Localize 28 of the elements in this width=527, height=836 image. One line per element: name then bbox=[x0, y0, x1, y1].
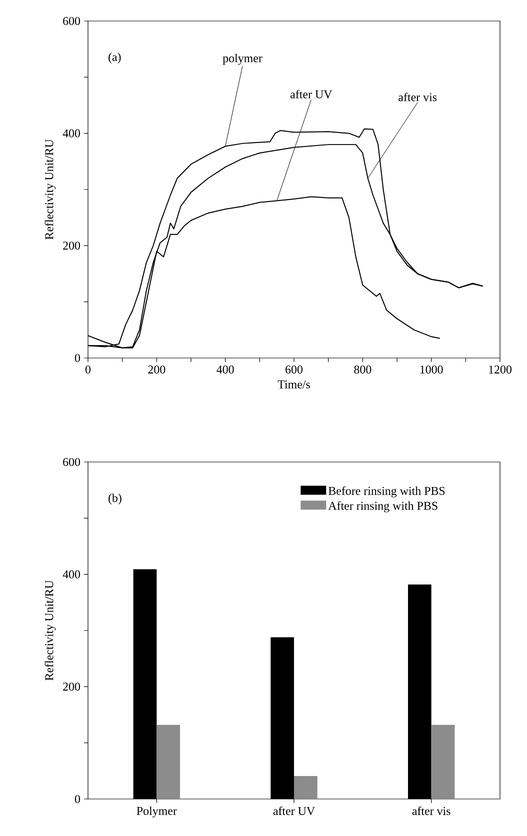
annotation: (b) bbox=[108, 494, 122, 504]
y-tick-label: 200 bbox=[63, 242, 80, 250]
y-tick-label: 400 bbox=[62, 129, 80, 138]
legend-label: Before rinsing with PBS bbox=[328, 486, 445, 498]
x-axis-title: Time/s bbox=[278, 380, 310, 388]
y-tick-label: 600 bbox=[63, 16, 80, 26]
y-tick-label: 200 bbox=[63, 682, 80, 691]
y-axis-title: Reflectivity Unit/RU bbox=[44, 139, 56, 240]
x-tick-label: 600 bbox=[286, 366, 303, 374]
x-tick-label: after UV bbox=[273, 806, 315, 816]
y-tick-label: 600 bbox=[63, 458, 80, 466]
x-tick-label: 200 bbox=[148, 366, 166, 374]
text: polymer bbox=[222, 54, 262, 65]
text: after UV bbox=[290, 90, 332, 98]
y-tick-label: 0 bbox=[74, 354, 80, 362]
x-tick-label: 1200 bbox=[489, 366, 512, 374]
x-tick-label: Polymer bbox=[136, 806, 177, 818]
x-tick-label: 0 bbox=[85, 366, 91, 374]
x-tick-label: 1000 bbox=[420, 366, 443, 374]
y-tick-label: 400 bbox=[62, 570, 80, 578]
y-axis-title: Reflectivity Unit/RU bbox=[44, 580, 56, 680]
legend-label: After rinsing with PBS bbox=[328, 501, 438, 512]
y-tick-label: 0 bbox=[74, 794, 80, 804]
x-tick-label: after vis bbox=[412, 806, 450, 816]
x-tick-label: 800 bbox=[354, 366, 372, 374]
text: after vis bbox=[398, 92, 437, 102]
annotation: (a) bbox=[108, 52, 121, 64]
x-tick-label: 400 bbox=[216, 366, 234, 374]
